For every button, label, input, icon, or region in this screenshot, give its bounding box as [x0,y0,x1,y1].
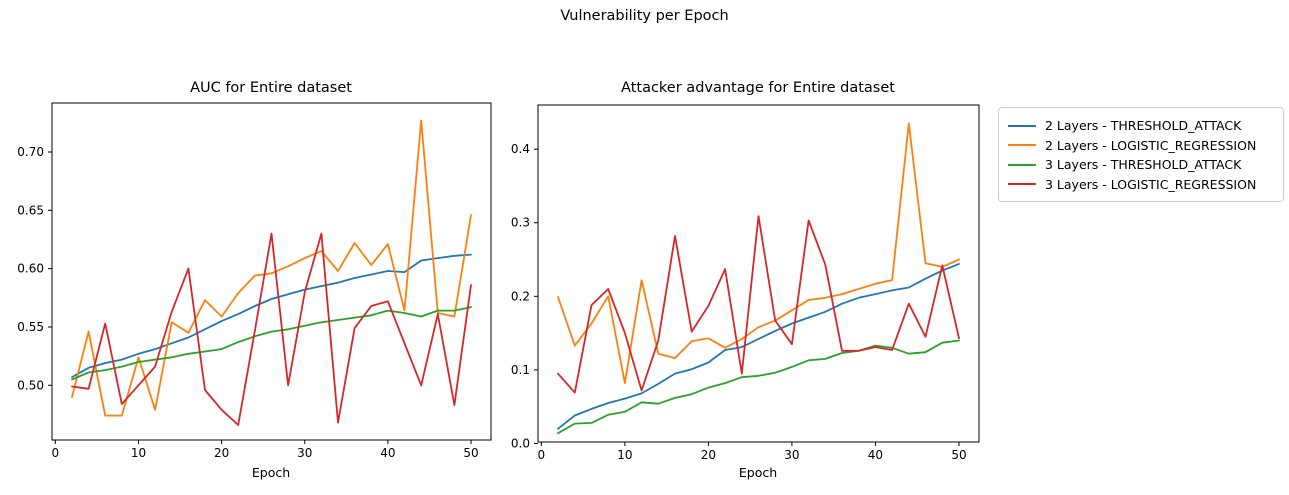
legend-item-2layers-threshold: 2 Layers - THRESHOLD_ATTACK [1008,117,1273,134]
series-line-3-layers-threshold-attack [71,306,472,381]
legend-label: 2 Layers - LOGISTIC_REGRESSION [1045,137,1257,153]
legend-line-swatch-orange [1008,144,1036,147]
x-tick-label: 40 [868,448,883,462]
y-tick-label: 0.65 [17,203,44,217]
series-line-2-layers-logistic-regression [71,119,472,417]
series-line-3-layers-logistic-regression [71,232,472,426]
x-tick-label: 30 [784,448,799,462]
legend-line-swatch-blue [1008,124,1036,127]
x-tick-label: 50 [463,446,478,460]
legend-line-swatch-green [1008,163,1036,166]
legend-label: 3 Layers - LOGISTIC_REGRESSION [1045,176,1257,192]
y-tick-label: 0.55 [17,320,44,334]
x-axis-label-auc: Epoch [251,465,291,480]
y-tick-label: 0.1 [511,363,530,377]
chart-title-auc: AUC for Entire dataset [190,80,352,96]
series-line-2-layers-logistic-regression [557,122,960,385]
legend: 2 Layers - THRESHOLD_ATTACK 2 Layers - L… [998,107,1284,202]
x-tick-label: 0 [52,446,60,460]
y-tick-label: 0.60 [17,262,44,276]
series-line-3-layers-threshold-attack [557,339,960,435]
figure-title: Vulnerability per Epoch [560,8,729,24]
x-axis-label-attacker-advantage: Epoch [738,465,778,480]
axes-box [537,104,980,443]
y-tick-label: 0.3 [511,216,530,230]
x-tick-label: 20 [701,448,716,462]
legend-label: 3 Layers - THRESHOLD_ATTACK [1045,157,1242,173]
x-tick-label: 40 [380,446,395,460]
x-tick-label: 30 [297,446,312,460]
x-tick-label: 50 [951,448,966,462]
legend-item-2layers-logistic: 2 Layers - LOGISTIC_REGRESSION [1008,137,1273,154]
series-line-3-layers-logistic-regression [557,215,960,394]
y-tick-label: 0.4 [511,142,530,156]
y-tick-label: 0.50 [17,378,44,392]
x-tick-label: 10 [131,446,146,460]
legend-label: 2 Layers - THRESHOLD_ATTACK [1045,118,1242,133]
x-tick-label: 0 [538,448,546,462]
chart-title-attacker-advantage: Attacker advantage for Entire dataset [621,80,895,96]
axes-box [51,102,492,441]
legend-line-swatch-red [1008,183,1036,186]
legend-item-3layers-logistic: 3 Layers - LOGISTIC_REGRESSION [1008,176,1273,193]
y-tick-label: 0.0 [511,436,530,450]
y-tick-label: 0.2 [511,289,530,303]
series-line-2-layers-threshold-attack [557,262,960,430]
legend-item-3layers-threshold: 3 Layers - THRESHOLD_ATTACK [1008,156,1273,173]
series-line-2-layers-threshold-attack [71,253,472,379]
x-tick-label: 20 [214,446,229,460]
x-tick-label: 10 [617,448,632,462]
y-tick-label: 0.70 [17,145,44,159]
